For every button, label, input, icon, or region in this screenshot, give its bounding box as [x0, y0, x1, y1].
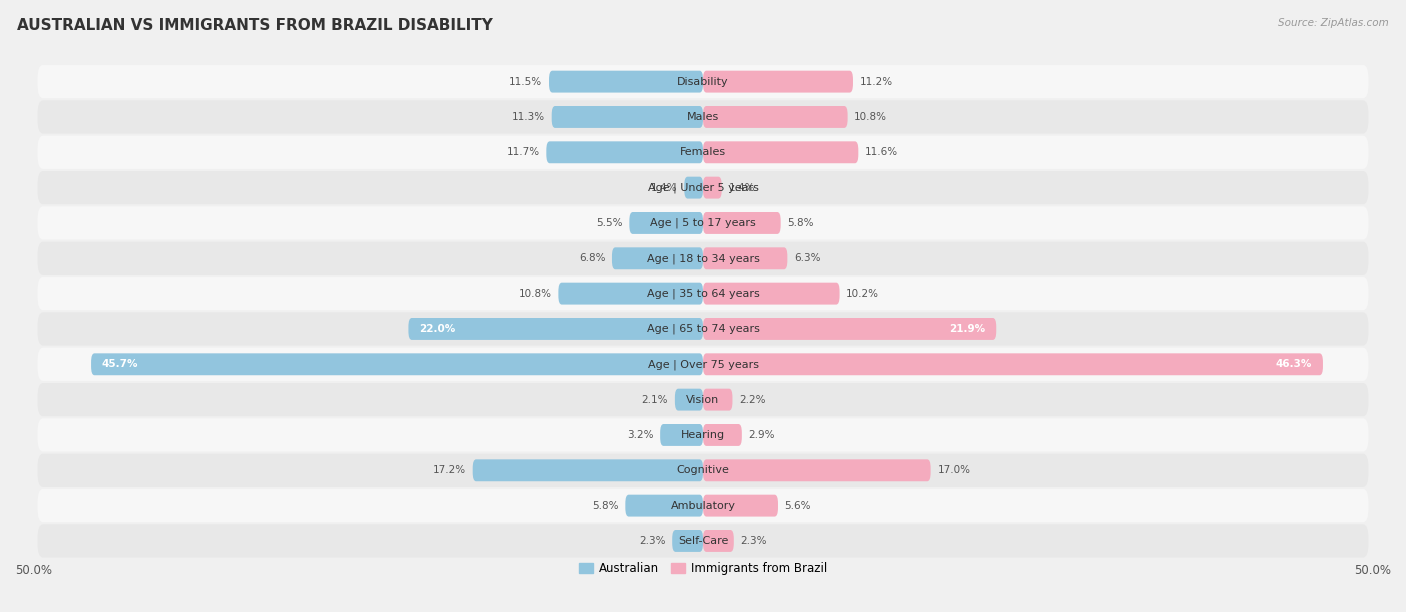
Text: 11.2%: 11.2%: [859, 76, 893, 87]
Text: 46.3%: 46.3%: [1275, 359, 1312, 369]
FancyBboxPatch shape: [703, 389, 733, 411]
Text: 2.2%: 2.2%: [740, 395, 766, 405]
Text: 6.8%: 6.8%: [579, 253, 605, 263]
Text: Age | Over 75 years: Age | Over 75 years: [648, 359, 758, 370]
FancyBboxPatch shape: [38, 277, 1368, 310]
Text: Self-Care: Self-Care: [678, 536, 728, 546]
Text: 1.4%: 1.4%: [728, 182, 755, 193]
Text: 21.9%: 21.9%: [949, 324, 986, 334]
FancyBboxPatch shape: [685, 177, 703, 198]
Text: 2.1%: 2.1%: [641, 395, 668, 405]
FancyBboxPatch shape: [38, 65, 1368, 99]
Text: 3.2%: 3.2%: [627, 430, 654, 440]
FancyBboxPatch shape: [38, 383, 1368, 416]
FancyBboxPatch shape: [626, 494, 703, 517]
FancyBboxPatch shape: [703, 318, 997, 340]
Text: Females: Females: [681, 147, 725, 157]
Text: 1.4%: 1.4%: [651, 182, 678, 193]
FancyBboxPatch shape: [703, 460, 931, 481]
FancyBboxPatch shape: [38, 419, 1368, 452]
Text: Source: ZipAtlas.com: Source: ZipAtlas.com: [1278, 18, 1389, 28]
FancyBboxPatch shape: [91, 353, 703, 375]
FancyBboxPatch shape: [38, 312, 1368, 346]
FancyBboxPatch shape: [703, 530, 734, 552]
Text: 45.7%: 45.7%: [101, 359, 138, 369]
FancyBboxPatch shape: [703, 353, 1323, 375]
FancyBboxPatch shape: [675, 389, 703, 411]
Text: 5.5%: 5.5%: [596, 218, 623, 228]
Text: Age | 18 to 34 years: Age | 18 to 34 years: [647, 253, 759, 264]
Text: 17.2%: 17.2%: [433, 465, 465, 476]
Text: AUSTRALIAN VS IMMIGRANTS FROM BRAZIL DISABILITY: AUSTRALIAN VS IMMIGRANTS FROM BRAZIL DIS…: [17, 18, 492, 34]
FancyBboxPatch shape: [38, 206, 1368, 239]
Text: Ambulatory: Ambulatory: [671, 501, 735, 510]
Text: 10.2%: 10.2%: [846, 289, 879, 299]
Text: 11.5%: 11.5%: [509, 76, 543, 87]
FancyBboxPatch shape: [38, 524, 1368, 558]
FancyBboxPatch shape: [630, 212, 703, 234]
Text: Age | 35 to 64 years: Age | 35 to 64 years: [647, 288, 759, 299]
FancyBboxPatch shape: [703, 70, 853, 92]
Text: 5.8%: 5.8%: [787, 218, 814, 228]
Text: 22.0%: 22.0%: [419, 324, 456, 334]
FancyBboxPatch shape: [703, 212, 780, 234]
FancyBboxPatch shape: [547, 141, 703, 163]
FancyBboxPatch shape: [672, 530, 703, 552]
Text: Age | 5 to 17 years: Age | 5 to 17 years: [650, 218, 756, 228]
FancyBboxPatch shape: [38, 348, 1368, 381]
FancyBboxPatch shape: [408, 318, 703, 340]
Text: Age | Under 5 years: Age | Under 5 years: [648, 182, 758, 193]
FancyBboxPatch shape: [703, 106, 848, 128]
FancyBboxPatch shape: [703, 424, 742, 446]
Text: 11.7%: 11.7%: [506, 147, 540, 157]
Text: 11.6%: 11.6%: [865, 147, 898, 157]
Text: 6.3%: 6.3%: [794, 253, 821, 263]
Legend: Australian, Immigrants from Brazil: Australian, Immigrants from Brazil: [574, 558, 832, 580]
FancyBboxPatch shape: [558, 283, 703, 305]
FancyBboxPatch shape: [38, 100, 1368, 133]
Text: Cognitive: Cognitive: [676, 465, 730, 476]
Text: Vision: Vision: [686, 395, 720, 405]
FancyBboxPatch shape: [38, 453, 1368, 487]
FancyBboxPatch shape: [38, 171, 1368, 204]
FancyBboxPatch shape: [703, 141, 858, 163]
Text: 5.6%: 5.6%: [785, 501, 811, 510]
FancyBboxPatch shape: [703, 283, 839, 305]
FancyBboxPatch shape: [548, 70, 703, 92]
Text: 2.3%: 2.3%: [741, 536, 768, 546]
FancyBboxPatch shape: [38, 242, 1368, 275]
FancyBboxPatch shape: [703, 494, 778, 517]
Text: 10.8%: 10.8%: [519, 289, 551, 299]
FancyBboxPatch shape: [612, 247, 703, 269]
FancyBboxPatch shape: [551, 106, 703, 128]
Text: Males: Males: [688, 112, 718, 122]
Text: Hearing: Hearing: [681, 430, 725, 440]
FancyBboxPatch shape: [703, 177, 721, 198]
Text: 10.8%: 10.8%: [855, 112, 887, 122]
Text: 2.3%: 2.3%: [638, 536, 665, 546]
Text: Disability: Disability: [678, 76, 728, 87]
FancyBboxPatch shape: [38, 489, 1368, 522]
FancyBboxPatch shape: [703, 247, 787, 269]
Text: 11.3%: 11.3%: [512, 112, 546, 122]
Text: 5.8%: 5.8%: [592, 501, 619, 510]
FancyBboxPatch shape: [472, 460, 703, 481]
FancyBboxPatch shape: [661, 424, 703, 446]
Text: 17.0%: 17.0%: [938, 465, 970, 476]
Text: 2.9%: 2.9%: [748, 430, 775, 440]
Text: Age | 65 to 74 years: Age | 65 to 74 years: [647, 324, 759, 334]
FancyBboxPatch shape: [38, 136, 1368, 169]
